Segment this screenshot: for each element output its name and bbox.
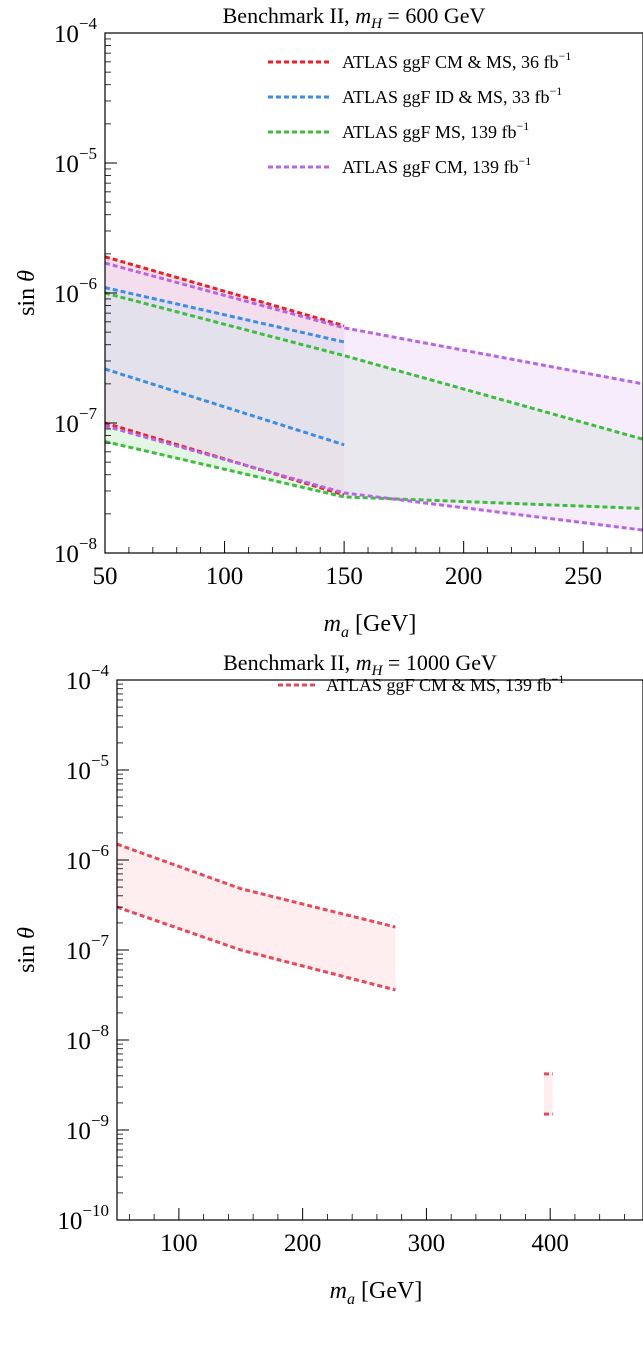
chart-title: Benchmark II, mH = 600 GeV (223, 3, 486, 32)
x-tick-label: 200 (445, 563, 483, 590)
series-3-upper-line (105, 291, 643, 441)
legend-label-2: ATLAS ggF ID & MS, 33 fb−1 (342, 84, 562, 107)
series-4-lower-line (105, 424, 643, 532)
x-tick-label: 50 (93, 563, 118, 590)
y-tick-label: 10−8 (54, 534, 97, 568)
series-1-lower-line (117, 905, 396, 992)
x-tick-label: 250 (564, 563, 602, 590)
y-tick-label: 10−9 (66, 1111, 109, 1145)
band-series-2 (543, 1073, 553, 1115)
x-axis-title: ma [GeV] (330, 1278, 423, 1308)
x-tick-label: 100 (206, 563, 244, 590)
legend-label-4: ATLAS ggF CM, 139 fb−1 (342, 154, 531, 177)
chart-panel-1: 10−8 10−7 10−6 10−5 10−4 50 100 150 200 250 Benchm… (14, 3, 643, 641)
series-2-upper-line (105, 286, 345, 344)
band-series-1 (117, 844, 396, 990)
legend-1: ATLAS ggF CM & MS, 36 fb−1 ATLAS ggF ID &… (268, 49, 571, 177)
y-axis-title: sin θ (14, 927, 40, 973)
y-tick-label: 10−7 (54, 404, 98, 438)
x-tick-label: 200 (284, 1230, 322, 1257)
series-1-upper-line (105, 255, 345, 328)
y-tick-label: 10−6 (66, 841, 109, 875)
y-tick-label: 10−5 (54, 144, 97, 178)
legend-label-1: ATLAS ggF CM & MS, 139 fb−1 (326, 672, 564, 695)
x-axis-title: ma [GeV] (324, 611, 417, 641)
x-tick-label: 400 (531, 1230, 569, 1257)
y-tick-label: 10−10 (57, 1201, 109, 1235)
band-series-4 (105, 263, 643, 531)
legend-2: ATLAS ggF CM & MS, 139 fb−1 (278, 672, 564, 695)
series-4-upper-line (105, 261, 643, 386)
x-tick-label: 100 (160, 1230, 198, 1257)
chart-panel-2: 10−10 10−9 10−8 10−7 10−6 10−5 10−4 100 200 300 40… (14, 650, 643, 1308)
legend-label-3: ATLAS ggF MS, 139 fb−1 (342, 119, 529, 142)
series-3-lower-line (105, 440, 643, 510)
y-tick-label: 10−5 (66, 751, 109, 785)
bands-1 (105, 255, 643, 532)
y-tick-label: 10−7 (66, 931, 110, 965)
y-tick-label: 10−4 (66, 661, 110, 695)
bands-2 (117, 842, 553, 1116)
y-tick-label: 10−4 (54, 14, 98, 48)
x-tick-label: 300 (408, 1230, 446, 1257)
series-2-lower-line (105, 367, 345, 447)
series-1-upper-line (117, 842, 396, 929)
x-tick-label: 150 (325, 563, 363, 590)
y-tick-label: 10−8 (66, 1021, 109, 1055)
legend-label-1: ATLAS ggF CM & MS, 36 fb−1 (342, 49, 571, 72)
y-axis-title: sin θ (14, 270, 40, 316)
y-tick-label: 10−6 (54, 274, 97, 308)
chart-title: Benchmark II, mH = 1000 GeV (223, 650, 497, 679)
